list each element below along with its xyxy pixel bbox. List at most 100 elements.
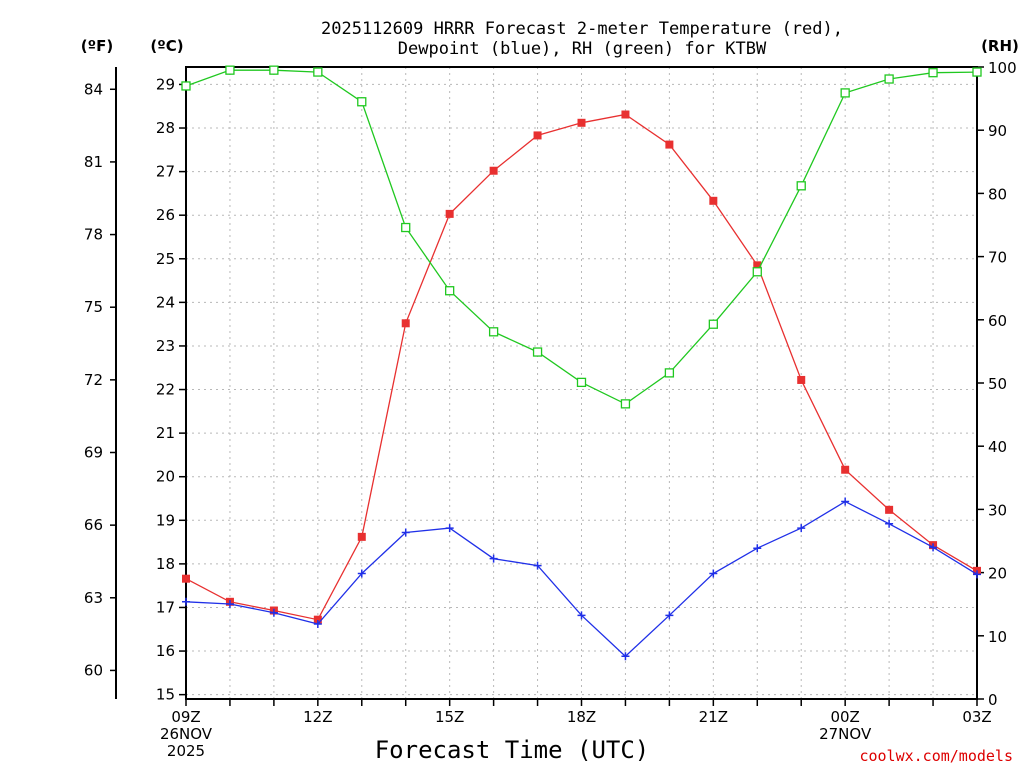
dewpoint-point: [533, 561, 542, 570]
rh-tick-label: 40: [988, 438, 1007, 456]
fahrenheit-tick-label: 69: [84, 443, 103, 461]
dewpoint-point: [577, 611, 586, 620]
rh-point: [664, 368, 675, 378]
celsius-tick-label: 22: [156, 381, 175, 399]
celsius-tick-label: 29: [156, 75, 175, 93]
temperature-point: [445, 209, 454, 218]
time-tick-label: 26NOV: [160, 725, 213, 743]
temperature-point: [182, 574, 190, 583]
celsius-tick-label: 21: [156, 424, 175, 442]
dewpoint-point: [357, 569, 366, 578]
dewpoint-point: [225, 599, 234, 608]
rh-axis: 0 10 20 30 40 50 60 70 80 90 100: [977, 59, 1017, 709]
celsius-tick-label: 20: [156, 468, 175, 486]
rh-tick-label: 50: [988, 375, 1007, 393]
rh-point: [401, 222, 411, 233]
temperature-point: [533, 131, 542, 140]
dewpoint-series: [182, 497, 981, 661]
rh-tick-label: 80: [988, 185, 1007, 203]
time-tick-label: 27NOV: [819, 725, 872, 743]
temperature-point: [313, 615, 322, 624]
celsius-tick-label: 25: [156, 250, 175, 268]
celsius-axis: 15 16 17 18 19 20 21 22 23 24 25 26 27 28 29: [156, 75, 186, 704]
rh-tick-label: 10: [988, 628, 1007, 646]
celsius-tick-label: 28: [156, 119, 175, 137]
fahrenheit-tick-label: 72: [84, 371, 103, 389]
celsius-tick-label: 15: [156, 686, 175, 704]
celsius-tick-label: 18: [156, 555, 175, 573]
celsius-tick-label: 24: [156, 293, 175, 311]
dewpoint-point: [753, 544, 762, 553]
dewpoint-point: [401, 528, 410, 537]
time-tick-label: 2025: [167, 742, 205, 760]
time-tick-label: 09Z: [171, 708, 200, 726]
dewpoint-point: [797, 524, 806, 533]
fahrenheit-tick-label: 66: [84, 516, 103, 534]
rh-point: [181, 81, 191, 91]
fahrenheit-tick-label: 75: [84, 298, 103, 316]
series-layer: [181, 65, 982, 661]
temperature-point: [401, 319, 410, 328]
celsius-tick-label: 26: [156, 206, 175, 224]
rh-point: [928, 68, 938, 78]
temperature-point: [357, 532, 366, 541]
fahrenheit-tick-label: 60: [84, 661, 103, 679]
fahrenheit-tick-label: 81: [84, 153, 103, 171]
chart-title-line2: Dewpoint (blue), RH (green) for KTBW: [398, 39, 767, 59]
dewpoint-point: [665, 611, 674, 620]
rh-tick-label: 90: [988, 122, 1007, 140]
rh-point: [708, 319, 718, 329]
fahrenheit-tick-label: 84: [84, 80, 103, 98]
credit-text: coolwx.com/models: [859, 747, 1013, 765]
rh-series: [181, 65, 982, 409]
celsius-tick-label: 16: [156, 642, 175, 660]
rh-tick-label: 70: [988, 249, 1007, 267]
celsius-tick-label: 19: [156, 511, 175, 529]
rh-unit-label: (RH): [981, 37, 1019, 55]
rh-tick-label: 100: [988, 59, 1017, 77]
rh-point: [884, 74, 894, 84]
dewpoint-point: [182, 597, 190, 606]
rh-point: [225, 65, 235, 75]
fahrenheit-tick-label: 63: [84, 589, 103, 607]
time-tick-label: 00Z: [830, 708, 859, 726]
time-tick-label: 18Z: [567, 708, 596, 726]
temperature-point: [841, 465, 850, 474]
time-tick-label: 15Z: [435, 708, 464, 726]
dewpoint-point: [621, 652, 630, 661]
fahrenheit-tick-label: 78: [84, 226, 103, 244]
rh-tick-label: 30: [988, 501, 1007, 519]
rh-point: [532, 347, 543, 357]
temperature-point: [753, 261, 762, 270]
rh-point: [357, 97, 367, 107]
dewpoint-point: [489, 554, 498, 563]
dewpoint-point: [709, 569, 718, 578]
dewpoint-point: [445, 524, 454, 533]
fahrenheit-axis: 60 63 66 69 72 75 78 81 84: [84, 80, 116, 679]
rh-point: [620, 399, 631, 409]
temperature-point: [709, 196, 718, 205]
temperature-point: [577, 118, 586, 127]
temperature-point: [797, 375, 806, 384]
time-tick-label: 03Z: [962, 708, 991, 726]
rh-tick-label: 60: [988, 312, 1007, 330]
rh-point: [313, 67, 323, 77]
rh-point: [840, 88, 850, 98]
rh-point: [576, 377, 587, 388]
rh-tick-label: 0: [988, 691, 998, 709]
dewpoint-point: [313, 620, 322, 629]
temperature-point: [621, 110, 630, 119]
celsius-tick-label: 17: [156, 598, 175, 616]
rh-point: [445, 286, 455, 296]
celsius-unit-label: (ºC): [150, 37, 183, 55]
rh-point: [488, 327, 499, 337]
celsius-tick-label: 23: [156, 337, 175, 355]
temperature-point: [489, 166, 498, 175]
time-tick-label: 12Z: [303, 708, 332, 726]
celsius-tick-label: 27: [156, 163, 175, 181]
chart-title-line1: 2025112609 HRRR Forecast 2-meter Tempera…: [321, 19, 843, 39]
fahrenheit-unit-label: (ºF): [81, 37, 113, 55]
rh-point: [972, 67, 982, 77]
